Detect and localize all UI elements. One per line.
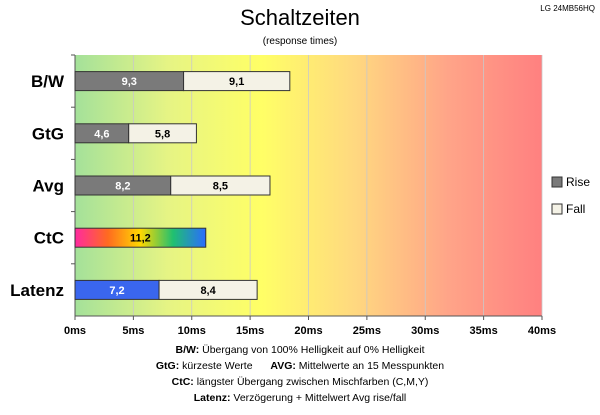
bar-rise-label: 7,2 — [109, 285, 124, 297]
bar-rise-label: 8,2 — [115, 181, 130, 193]
bar-fall — [170, 175, 271, 196]
x-tick-label: 35ms — [470, 325, 498, 337]
bar-fall-label: 5,8 — [155, 128, 170, 140]
description-text: kürzeste Werte — [179, 360, 253, 372]
description-line-2: GtG: kürzeste Werte AVG: Mittelwerte an … — [0, 358, 600, 374]
x-tick-label: 0ms — [64, 325, 86, 337]
category-label: GtG — [32, 124, 64, 143]
monitor-label: LG 24MB56HQ — [540, 4, 595, 13]
description-key: B/W: — [175, 344, 200, 356]
description-text: Verzögerung + Mittelwert Avg rise/fall — [230, 392, 407, 404]
description-key: Latenz: — [193, 392, 231, 404]
bar-rise-label: 4,6 — [94, 128, 109, 140]
description-line-3: CtC: längster Übergang zwischen Mischfar… — [0, 374, 600, 390]
bar-fall — [183, 71, 291, 92]
description-text: längster Übergang zwischen Mischfarben (… — [193, 376, 429, 388]
x-tick-label: 5ms — [122, 325, 144, 337]
bar-fall-label: 8,4 — [200, 285, 216, 297]
description-line-4: Latenz: Verzögerung + Mittelwert Avg ris… — [0, 390, 600, 406]
category-label: Latenz — [10, 281, 64, 300]
description-key: CtC: — [171, 376, 194, 388]
x-tick-label: 15ms — [236, 325, 264, 337]
bar-fall-label: 8,5 — [213, 181, 228, 193]
bar-rise — [74, 227, 207, 248]
x-tick-label: 40ms — [528, 325, 556, 337]
x-tick-label: 20ms — [294, 325, 322, 337]
x-tick-label: 25ms — [353, 325, 381, 337]
legend-label: Fall — [566, 202, 585, 216]
description-key-2: AVG: — [270, 360, 296, 372]
legend-label: Rise — [566, 175, 590, 189]
bar-rise-label: 11,2 — [130, 233, 151, 245]
category-label: B/W — [31, 72, 65, 91]
description-key: GtG: — [155, 360, 180, 372]
chart-subtitle: (response times) — [262, 36, 338, 47]
description-line-1: B/W: Übergang von 100% Helligkeit auf 0%… — [0, 342, 600, 358]
legend-swatch — [551, 176, 563, 188]
description-text-2: Mittelwerte an 15 Messpunkten — [295, 360, 445, 372]
legend-swatch — [551, 203, 563, 215]
category-label: CtC — [34, 229, 64, 248]
description-text: Übergang von 100% Helligkeit auf 0% Hell… — [199, 344, 425, 356]
chart-title: Schaltzeiten — [240, 5, 360, 30]
bar-fall-label: 9,1 — [229, 76, 244, 88]
x-tick-label: 10ms — [178, 325, 206, 337]
category-label: Avg — [33, 177, 65, 196]
bar-rise-label: 9,3 — [122, 76, 137, 88]
bar-fall — [128, 123, 197, 144]
bar-fall — [158, 279, 258, 300]
x-tick-label: 30ms — [411, 325, 439, 337]
